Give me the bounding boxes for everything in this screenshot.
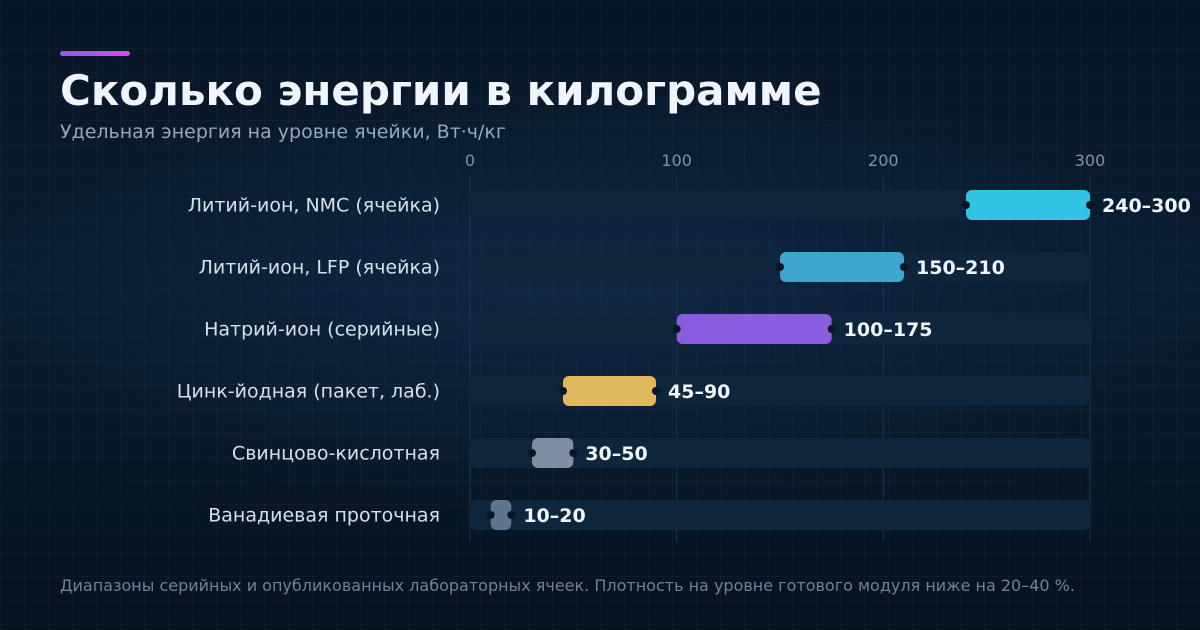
x-tick-label: 100	[661, 151, 692, 170]
range-end-dot	[507, 511, 516, 519]
bar-track	[470, 438, 1090, 468]
category-label: Литий-ион, LFP (ячейка)	[199, 257, 440, 279]
category-label: Ванадиевая проточная	[208, 505, 440, 527]
bar-track	[470, 190, 1090, 220]
footnote: Диапазоны серийных и опубликованных лабо…	[60, 576, 1075, 595]
x-tick-label: 0	[465, 151, 475, 170]
title-accent-bar	[60, 51, 130, 56]
value-label: 30–50	[585, 443, 647, 465]
value-label: 240–300	[1102, 195, 1191, 217]
range-start-dot	[528, 449, 536, 457]
chart-x-axis-ticks: 0 100 200 300	[465, 151, 1105, 170]
x-tick-label: 300	[1075, 151, 1106, 170]
range-bar	[780, 252, 904, 282]
category-label: Литий-ион, NMC (ячейка)	[188, 195, 440, 217]
page-subtitle: Удельная энергия на уровне ячейки, Вт·ч/…	[60, 121, 506, 143]
range-bar	[490, 500, 512, 530]
value-label: 150–210	[916, 257, 1005, 279]
range-start-dot	[672, 325, 681, 333]
range-bar	[563, 376, 656, 406]
value-label: 45–90	[668, 381, 730, 403]
value-label: 10–20	[523, 505, 585, 527]
category-label: Натрий-ион (серийные)	[204, 319, 440, 341]
range-start-dot	[962, 201, 970, 209]
range-end-dot	[827, 325, 836, 333]
range-bar	[966, 190, 1090, 220]
x-tick-label: 200	[868, 151, 899, 170]
range-bar	[676, 314, 832, 344]
category-label: Свинцово-кислотная	[232, 443, 440, 465]
range-end-dot	[900, 263, 908, 271]
chart-rows: Литий-ион, NMC (ячейка) 240–300 Литий-ион,…	[177, 190, 1191, 530]
chart-gridlines	[469, 176, 1091, 542]
value-label: 100–175	[844, 319, 933, 341]
page-title: Сколько энергии в килограмме	[60, 66, 822, 115]
range-bar	[532, 438, 574, 468]
range-start-dot	[776, 263, 784, 271]
bar-track	[470, 500, 1090, 530]
range-end-dot	[1086, 201, 1094, 209]
range-start-dot	[559, 387, 567, 395]
category-label: Цинк-йодная (пакет, лаб.)	[177, 381, 440, 403]
range-end-dot	[652, 387, 660, 395]
range-start-dot	[486, 511, 495, 519]
range-end-dot	[569, 449, 578, 457]
